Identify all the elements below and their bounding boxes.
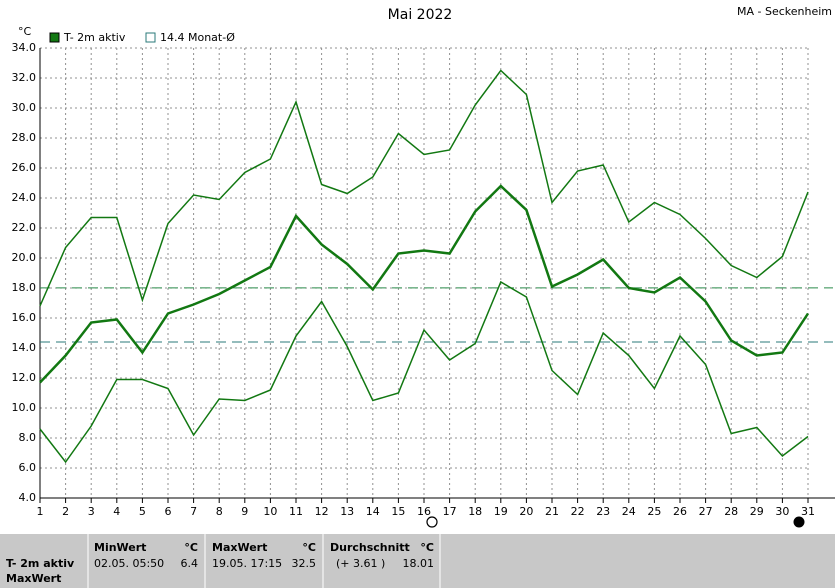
x-tick-label: 5 [139,505,146,518]
x-tick-label: 27 [699,505,713,518]
x-tick-label: 8 [216,505,223,518]
unit: °C [18,25,32,38]
stats-panel [0,534,835,588]
legend-swatch [49,32,60,43]
moon-icon [793,516,805,528]
x-tick-label: 12 [315,505,329,518]
stats-header: MinWert [94,541,146,554]
x-tick-label: 9 [241,505,248,518]
legend-label: T- 2m aktiv [63,31,126,44]
y-tick-label: 26.0 [12,161,37,174]
x-tick-label: 17 [443,505,457,518]
series-line [39,69,809,307]
x-tick-label: 31 [801,505,815,518]
y-tick-label: 22.0 [12,221,37,234]
stats-time: (+ 3.61 ) [336,557,385,570]
x-tick-label: 14 [366,505,380,518]
y-tick-label: 14.0 [12,341,37,354]
stats-time: 19.05. 17:15 [212,557,282,570]
x-tick-label: 19 [494,505,508,518]
y-tick-label: 6.0 [19,461,37,474]
y-tick-label: 16.0 [12,311,37,324]
x-tick-label: 10 [263,505,277,518]
x-tick-label: 7 [190,505,197,518]
x-tick-label: 20 [519,505,533,518]
y-tick-label: 4.0 [19,491,37,504]
y-tick-label: 24.0 [12,191,37,204]
y-tick-label: 18.0 [12,281,37,294]
x-tick-label: 25 [647,505,661,518]
stats-header: Durchschnitt [330,541,410,554]
x-tick-label: 23 [596,505,610,518]
x-tick-label: 4 [113,505,120,518]
x-tick-label: 2 [62,505,69,518]
y-tick-label: 34.0 [12,41,37,54]
x-tick-label: 21 [545,505,559,518]
y-tick-label: 30.0 [12,101,37,114]
y-tick-label: 10.0 [12,401,37,414]
x-tick-label: 18 [468,505,482,518]
legend-swatch [145,32,156,43]
stats-row-label: MaxWert [6,572,61,585]
legend-label: 14.4 Monat-Ø [160,31,235,44]
x-tick-label: 28 [724,505,738,518]
x-tick-label: 15 [391,505,405,518]
station: MA - Seckenheim [737,5,832,18]
x-tick-label: 11 [289,505,303,518]
x-tick-label: 29 [750,505,764,518]
y-tick-label: 32.0 [12,71,37,84]
stats-value: 18.01 [403,557,435,570]
x-tick-label: 24 [622,505,636,518]
y-tick-label: 8.0 [19,431,37,444]
chart-title: Mai 2022 [388,7,453,23]
x-tick-label: 13 [340,505,354,518]
x-tick-label: 16 [417,505,431,518]
stats-unit: °C [420,541,434,554]
series-line [39,184,810,384]
stats-row-label: T- 2m aktiv [6,557,75,570]
stats-unit: °C [302,541,316,554]
stats-value: 6.4 [181,557,199,570]
y-tick-label: 28.0 [12,131,37,144]
stats-unit: °C [184,541,198,554]
x-tick-label: 6 [165,505,172,518]
x-tick-label: 3 [88,505,95,518]
x-tick-label: 1 [37,505,44,518]
moon-icon [426,516,438,528]
stats-time: 02.05. 05:50 [94,557,164,570]
y-tick-label: 12.0 [12,371,37,384]
x-tick-label: 22 [571,505,585,518]
stats-value: 32.5 [292,557,317,570]
y-tick-label: 20.0 [12,251,37,264]
x-tick-label: 26 [673,505,687,518]
x-tick-label: 30 [775,505,789,518]
series-line [39,280,809,464]
stats-header: MaxWert [212,541,267,554]
